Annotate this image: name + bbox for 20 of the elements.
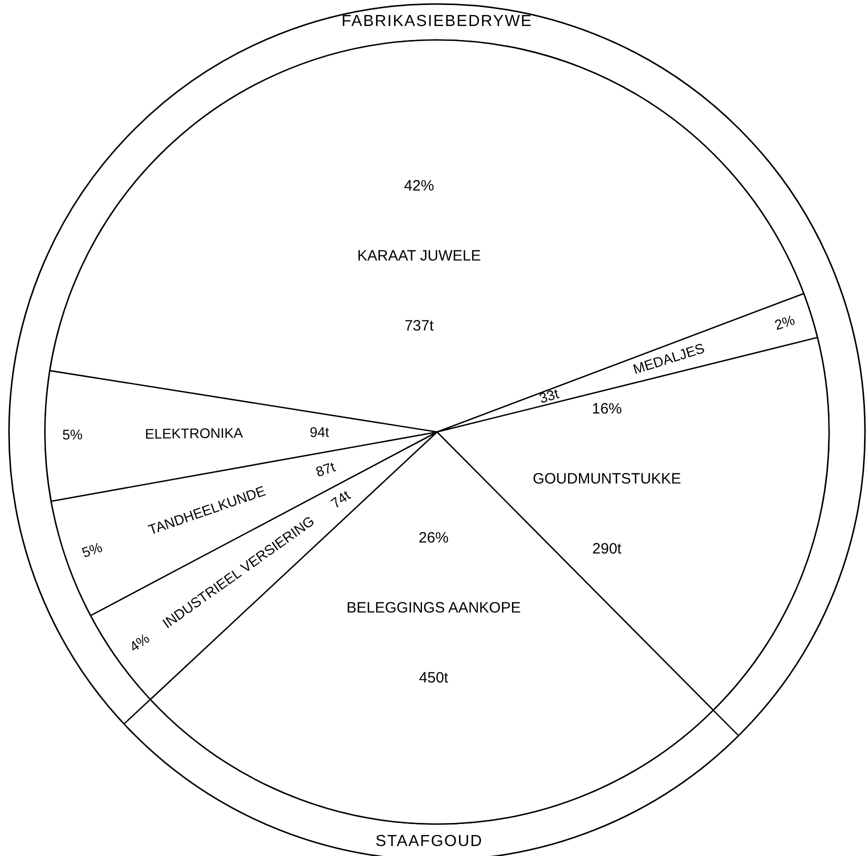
text: 5% (62, 426, 83, 443)
slice-label: BELEGGINGS AANKOPE (346, 599, 521, 616)
data-label: 33t (537, 385, 561, 406)
text: 4% (126, 630, 152, 655)
text: STAAFGOUD (375, 833, 483, 850)
slice-label: ELEKTRONIKA (144, 424, 244, 442)
data-label: 87t (314, 458, 338, 480)
text: FABRIKASIEBEDRYWE (342, 13, 532, 30)
data-label: 74t (328, 486, 354, 512)
data-label: 450t (419, 669, 450, 686)
text: 42% (404, 177, 434, 194)
slice-label: GOUDMUNTSTUKKE (532, 470, 682, 488)
data-label: 94t (310, 424, 330, 440)
slice-label: KARAAT JUWELE (357, 247, 481, 264)
text: 26% (418, 529, 449, 546)
text: 2% (772, 312, 797, 333)
data-label: 737t (404, 317, 434, 334)
text: 5% (80, 538, 104, 561)
text: 16% (592, 400, 622, 418)
data-label: 290t (592, 540, 622, 558)
